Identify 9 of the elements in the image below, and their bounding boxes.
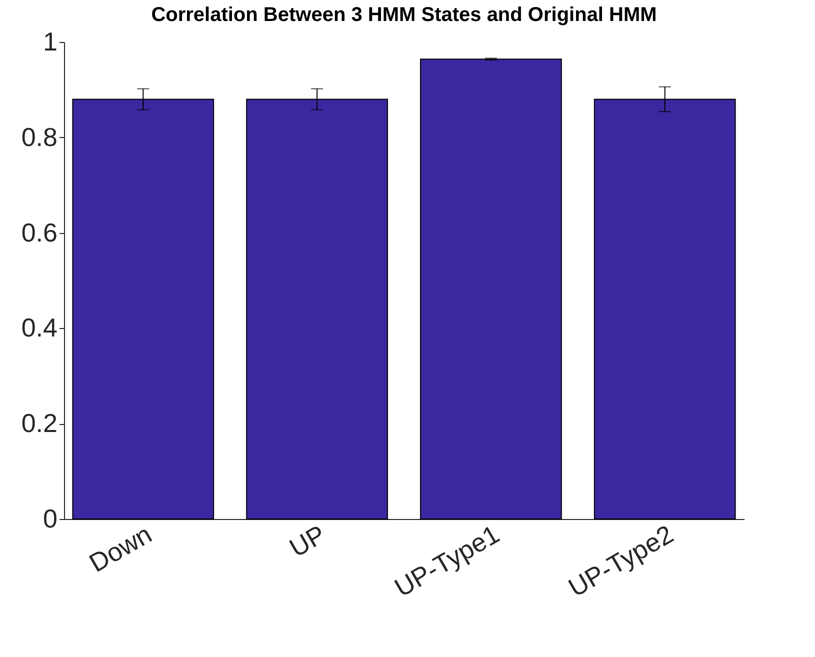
y-tick-label: 1 [43,26,58,56]
y-tick-label: 0.4 [21,312,58,343]
y-tick-label: 0.2 [21,408,58,438]
y-tick-label: 0.8 [21,122,58,152]
x-tick-label: Down [84,518,157,578]
chart-title: Correlation Between 3 HMM States and Original HMM [151,4,657,26]
y-tick-label: 0.6 [21,217,58,248]
x-tick-label: UP [284,518,331,563]
y-tick-label: 0 [43,504,58,534]
